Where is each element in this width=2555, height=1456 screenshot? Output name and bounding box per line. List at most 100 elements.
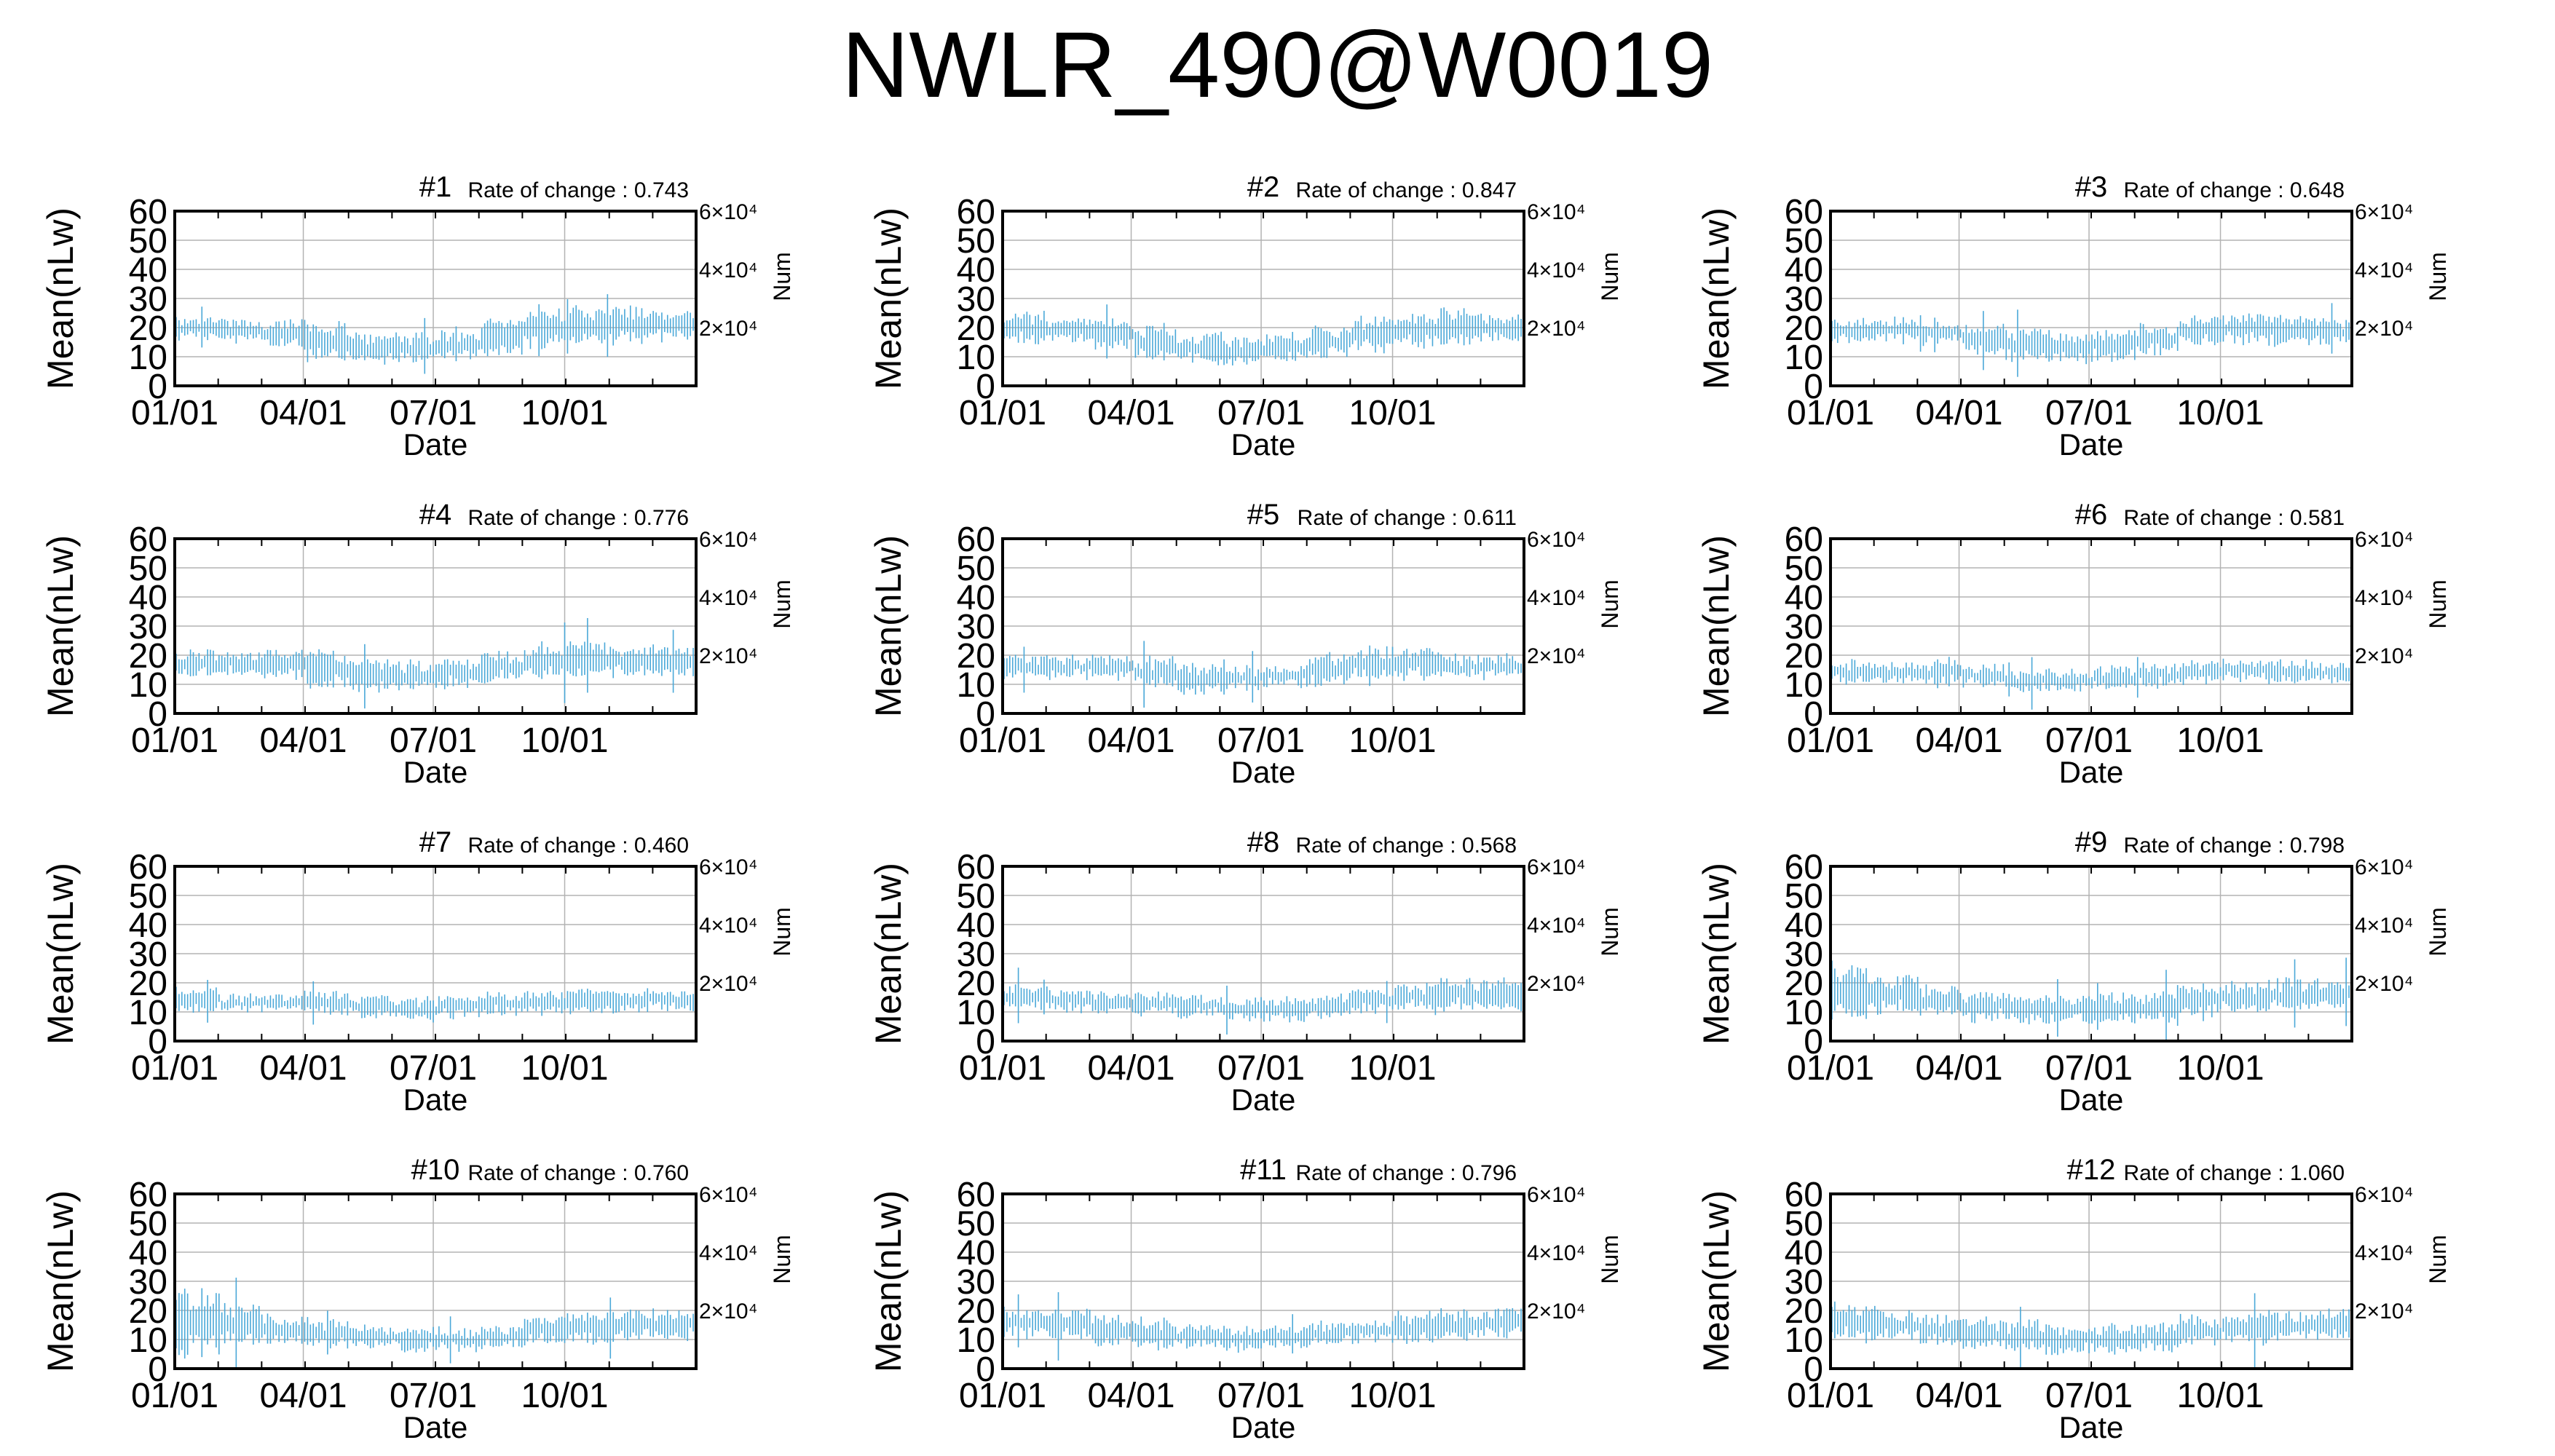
y2-axis-label: Num (1597, 252, 1623, 301)
x-axis-label: Date (1231, 1083, 1296, 1117)
x-tick-label: 04/01 (259, 394, 347, 432)
y-tick-label: 60 (129, 193, 167, 232)
y2-tick-label: 6×10⁴ (699, 1183, 757, 1207)
x-tick-label: 04/01 (1087, 1049, 1174, 1088)
y2-axis-label: Num (769, 579, 795, 629)
y-tick-label: 0 (148, 1350, 167, 1389)
x-tick-label: 04/01 (1087, 721, 1174, 760)
y2-tick-label: 2×10⁴ (699, 972, 757, 996)
panel-title: #1 (419, 171, 452, 203)
y-tick-label: 0 (148, 695, 167, 734)
y-tick-label: 30 (957, 1263, 995, 1302)
y2-tick-label: 6×10⁴ (699, 528, 757, 552)
rate-of-change-label: Rate of change : 1.060 (2123, 1161, 2345, 1185)
y2-tick-label: 4×10⁴ (2355, 586, 2413, 610)
rate-of-change-label: Rate of change : 0.847 (1295, 178, 1517, 202)
x-tick-label: 04/01 (259, 1377, 347, 1415)
x-tick-label: 01/01 (1787, 721, 1874, 760)
x-tick-label: 01/01 (1787, 394, 1874, 432)
y2-tick-label: 2×10⁴ (2355, 644, 2413, 668)
y-tick-label: 30 (1785, 1263, 1823, 1302)
x-tick-label: 10/01 (521, 721, 608, 760)
y2-tick-label: 6×10⁴ (2355, 855, 2413, 879)
x-tick-label: 10/01 (1348, 1377, 1436, 1415)
y2-tick-label: 6×10⁴ (1527, 528, 1585, 552)
y2-tick-label: 6×10⁴ (2355, 1183, 2413, 1207)
y-tick-label: 10 (129, 666, 167, 705)
y-tick-label: 40 (957, 906, 995, 945)
rate-of-change-label: Rate of change : 0.796 (1295, 1161, 1517, 1185)
y-tick-label: 60 (1785, 521, 1823, 559)
x-axis-label: Date (2059, 1410, 2124, 1444)
x-tick-label: 07/01 (390, 394, 477, 432)
y2-tick-label: 4×10⁴ (1527, 258, 1585, 282)
rate-of-change-label: Rate of change : 0.611 (1298, 506, 1517, 530)
y2-axis-label: Num (769, 1235, 795, 1284)
x-axis-label: Date (403, 755, 468, 789)
y-tick-label: 20 (1785, 1292, 1823, 1331)
x-axis-label: Date (2059, 755, 2124, 789)
x-tick-label: 01/01 (131, 394, 218, 432)
data-bars (1003, 968, 1525, 1035)
y-tick-label: 40 (1785, 579, 1823, 617)
y-tick-label: 50 (1785, 222, 1823, 261)
y-tick-label: 20 (129, 1292, 167, 1331)
x-tick-label: 10/01 (2176, 1377, 2264, 1415)
y2-tick-label: 4×10⁴ (699, 1241, 757, 1265)
y2-tick-label: 4×10⁴ (2355, 914, 2413, 938)
grid (1002, 210, 1524, 387)
panel-title: #3 (2075, 171, 2108, 203)
x-tick-label: 07/01 (390, 721, 477, 760)
y-tick-label: 10 (129, 1321, 167, 1360)
y-tick-label: 40 (957, 579, 995, 617)
y-tick-label: 50 (957, 877, 995, 916)
y2-tick-label: 2×10⁴ (1527, 644, 1585, 668)
panel-title: #11 (1240, 1154, 1287, 1186)
y-axis-label: Mean(nLw) (868, 207, 909, 389)
y2-tick-label: 6×10⁴ (2355, 528, 2413, 552)
x-tick-label: 01/01 (959, 721, 1046, 760)
data-bars (1831, 657, 2353, 710)
data-bars (1003, 641, 1525, 708)
panel-title: #6 (2075, 499, 2108, 531)
grid (174, 210, 696, 387)
y2-axis-label: Num (1597, 579, 1623, 629)
grid (174, 866, 696, 1042)
y-tick-label: 20 (1785, 637, 1823, 676)
y2-axis-label: Num (769, 252, 795, 301)
data-bars (1831, 1293, 2353, 1369)
y2-tick-label: 4×10⁴ (1527, 586, 1585, 610)
y-tick-label: 40 (129, 579, 167, 617)
rate-of-change-label: Rate of change : 0.648 (2123, 178, 2345, 202)
y2-tick-label: 4×10⁴ (2355, 1241, 2413, 1265)
y-tick-label: 60 (129, 1176, 167, 1214)
grid (1830, 538, 2352, 714)
y-tick-label: 30 (129, 935, 167, 974)
y-tick-label: 60 (129, 848, 167, 887)
grid (1002, 1193, 1524, 1369)
y-tick-label: 20 (957, 965, 995, 1003)
x-tick-label: 07/01 (390, 1049, 477, 1088)
x-tick-label: 07/01 (2045, 1377, 2133, 1415)
y-tick-label: 50 (1785, 550, 1823, 588)
x-tick-label: 07/01 (1217, 1049, 1305, 1088)
y-tick-label: 20 (957, 637, 995, 676)
x-tick-label: 01/01 (131, 1049, 218, 1088)
y-tick-label: 0 (148, 1023, 167, 1061)
x-tick-label: 04/01 (259, 721, 347, 760)
y-tick-label: 30 (957, 280, 995, 319)
y-tick-label: 0 (1804, 1350, 1823, 1389)
y-tick-label: 60 (1785, 1176, 1823, 1214)
rate-of-change-label: Rate of change : 0.568 (1295, 834, 1517, 858)
y-tick-label: 50 (1785, 877, 1823, 916)
y-tick-label: 0 (1804, 1023, 1823, 1061)
rate-of-change-label: Rate of change : 0.798 (2123, 834, 2345, 858)
panel-title: #10 (411, 1154, 460, 1186)
y-axis-label: Mean(nLw) (40, 863, 81, 1045)
data-bars (1003, 1291, 1525, 1361)
x-tick-label: 07/01 (2045, 721, 2133, 760)
y2-axis-label: Num (2425, 1235, 2451, 1284)
